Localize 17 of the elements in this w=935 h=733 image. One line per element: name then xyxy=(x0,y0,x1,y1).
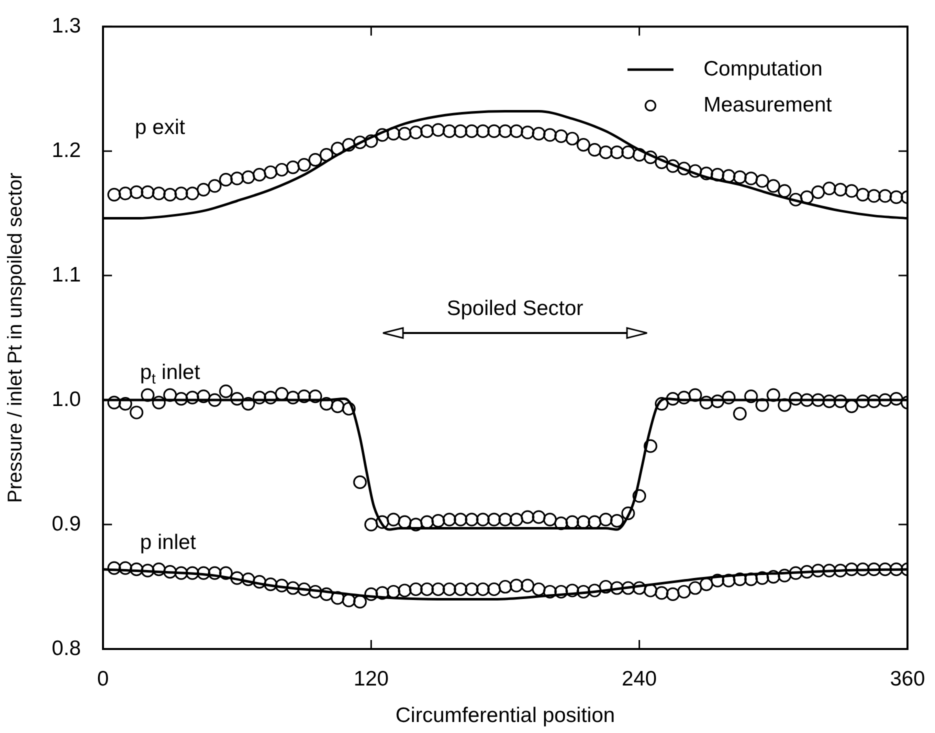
y-tick-label: 1.0 xyxy=(52,388,81,411)
y-tick-label: 0.9 xyxy=(52,512,81,536)
y-tick-label: 1.2 xyxy=(52,138,81,162)
annotation: Spoiled Sector xyxy=(446,296,584,320)
y-tick-label: 1.1 xyxy=(52,263,81,286)
annotation: p inlet xyxy=(140,530,196,554)
x-tick-label: 360 xyxy=(890,667,926,690)
x-tick-label: 0 xyxy=(97,667,109,690)
y-tick-label: 1.3 xyxy=(52,14,81,38)
legend-label: Computation xyxy=(703,57,823,80)
legend-label: Measurement xyxy=(703,93,832,116)
x-tick-label: 240 xyxy=(622,667,657,690)
y-tick-label: 0.8 xyxy=(52,636,81,660)
annotation: p exit xyxy=(134,116,186,139)
y-axis-title: Pressure / inlet Pt in unspoiled sector xyxy=(4,172,27,503)
x-tick-label: 120 xyxy=(354,667,389,690)
x-axis-title: Circumferential position xyxy=(396,704,615,728)
